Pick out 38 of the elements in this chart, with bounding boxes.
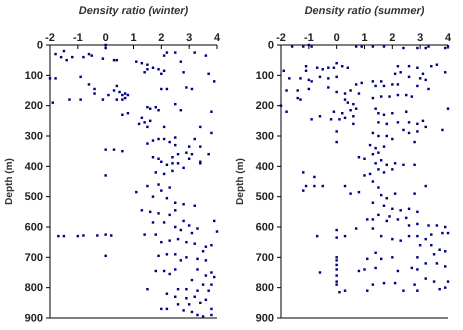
y-tick-label: 200 (256, 100, 274, 112)
y-tick-label: 500 (256, 191, 274, 204)
y-tick-label: 800 (256, 282, 274, 294)
y-tick-label: 100 (24, 70, 43, 82)
x-tick-label: 3 (417, 32, 424, 44)
x-tick-label: -1 (304, 32, 314, 44)
x-tick-label: -2 (45, 32, 55, 44)
y-tick-label: 400 (24, 160, 43, 173)
y-tick-label: 600 (256, 222, 274, 234)
x-axis-title: Density ratio (winter) (78, 5, 189, 17)
y-axis-title: Depth (m) (235, 158, 246, 205)
x-tick-label: -2 (276, 32, 286, 44)
x-tick-label: 0 (334, 32, 340, 44)
y-tick-label: 900 (256, 312, 274, 325)
x-tick-label: 1 (361, 32, 368, 44)
y-tick-label: 0 (268, 40, 274, 52)
x-tick-label: 4 (444, 32, 452, 44)
x-tick-label: 0 (102, 32, 109, 44)
y-tick-label: 200 (24, 100, 43, 112)
y-tick-label: 500 (24, 191, 43, 204)
y-tick-label: 600 (24, 222, 43, 234)
y-tick-label: 300 (256, 130, 274, 143)
x-tick-label: 1 (130, 32, 137, 44)
x-tick-label: 4 (214, 32, 221, 44)
y-tick-label: 0 (36, 40, 43, 52)
y-tick-label: 700 (24, 252, 43, 264)
y-tick-label: 900 (24, 312, 43, 325)
y-tick-label: 700 (256, 252, 274, 264)
y-tick-label: 800 (24, 282, 43, 294)
y-tick-label: 100 (256, 70, 274, 82)
x-axis-title: Density ratio (summer) (304, 5, 425, 17)
y-tick-label: 400 (256, 160, 274, 173)
x-tick-label: 3 (186, 32, 192, 44)
y-axis-title: Depth (m) (4, 158, 15, 205)
x-tick-label: 2 (158, 32, 164, 44)
x-tick-label: 2 (389, 32, 396, 44)
x-tick-label: -1 (72, 32, 83, 44)
y-tick-label: 300 (24, 130, 43, 143)
